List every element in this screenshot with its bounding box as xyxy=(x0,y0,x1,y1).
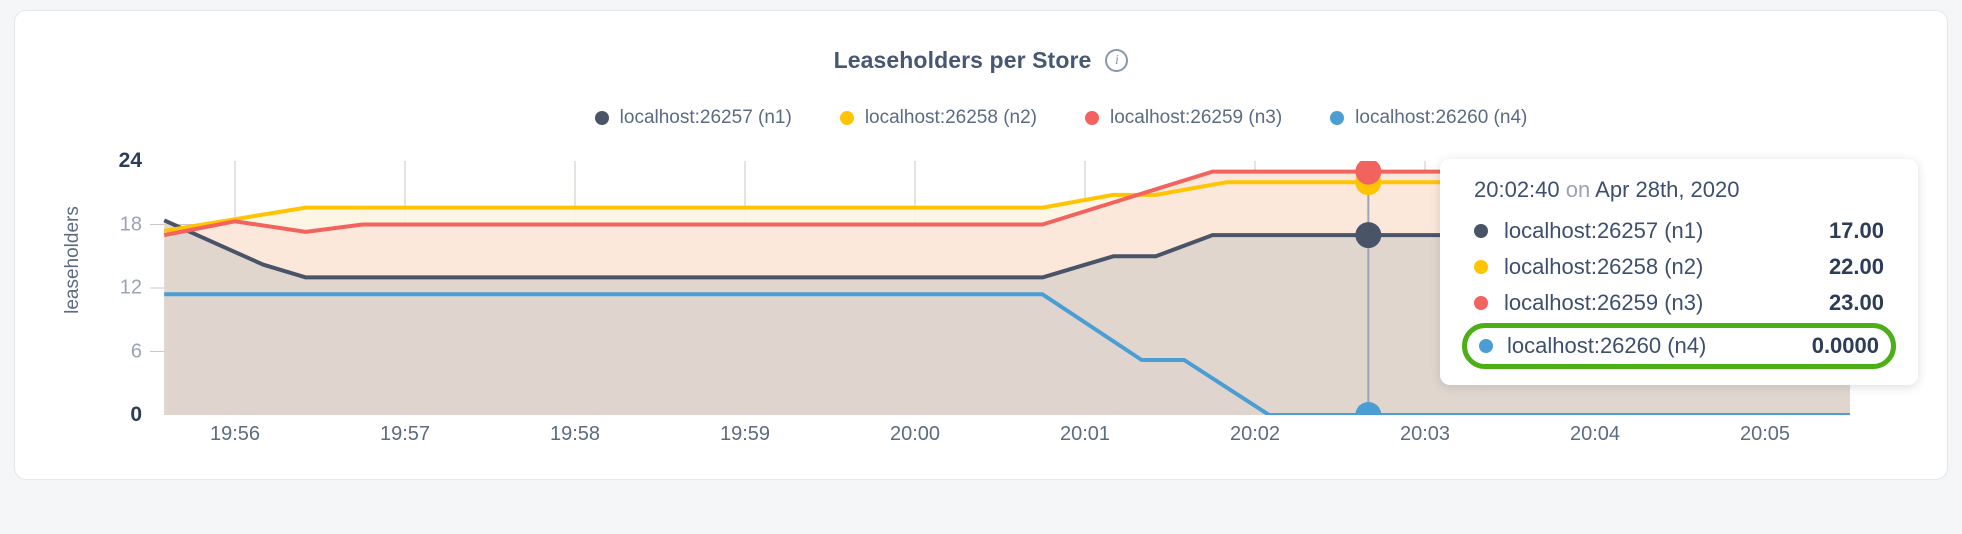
hover-marker xyxy=(1355,402,1382,415)
y-tick-label-18: 18 xyxy=(119,213,142,235)
x-tick-label-2000: 20:00 xyxy=(889,423,941,445)
legend-item-n1[interactable]: localhost:26257 (n1) xyxy=(594,107,792,129)
legend-item-n3[interactable]: localhost:26259 (n3) xyxy=(1085,107,1282,129)
tooltip-row-n2: localhost:26258 (n2) 22.00 xyxy=(1440,249,1918,285)
tooltip-series-value: 0.0000 xyxy=(1811,333,1879,358)
x-tick-label-2001: 20:01 xyxy=(1059,423,1111,445)
legend-label: localhost:26259 (n3) xyxy=(1110,107,1283,128)
tooltip-swatch-icon xyxy=(1474,296,1488,310)
area-fill xyxy=(164,294,1850,415)
x-tick-label-2005: 20:05 xyxy=(1739,423,1791,445)
tooltip-swatch-icon xyxy=(1474,224,1488,238)
legend-swatch-icon xyxy=(1085,111,1099,125)
y-tick-label-24: 24 xyxy=(118,149,142,172)
legend-label: localhost:26257 (n1) xyxy=(619,107,792,128)
legend-item-n2[interactable]: localhost:26258 (n2) xyxy=(839,107,1037,129)
series-line xyxy=(164,292,1850,415)
legend-label: localhost:26260 (n4) xyxy=(1355,107,1528,128)
plot-area[interactable] xyxy=(150,161,1850,415)
y-axis-label: leaseholders xyxy=(62,206,83,314)
chart-header: Leaseholders per Store i xyxy=(15,47,1947,74)
tooltip-series-label: localhost:26258 (n2) xyxy=(1504,254,1704,279)
tooltip-date: Apr 28th, 2020 xyxy=(1595,177,1740,202)
tooltip-series-value: 17.00 xyxy=(1828,218,1884,243)
tooltip-swatch-icon xyxy=(1479,339,1493,353)
tooltip-series-value: 22.00 xyxy=(1828,254,1884,279)
x-tick-label-2004: 20:04 xyxy=(1569,423,1621,445)
tooltip-series-value: 23.00 xyxy=(1828,290,1884,315)
series-line xyxy=(163,169,1850,238)
y-axis: 24 18 12 6 0 xyxy=(70,149,209,426)
info-icon[interactable]: i xyxy=(1105,49,1129,72)
legend-label: localhost:26258 (n2) xyxy=(864,107,1037,128)
tooltip-row-n3: localhost:26259 (n3) 23.00 xyxy=(1440,285,1918,321)
tooltip-series-label: localhost:26260 (n4) xyxy=(1507,333,1707,358)
legend-swatch-icon xyxy=(1330,111,1345,125)
hover-marker xyxy=(1355,222,1382,249)
y-tick-label-0: 0 xyxy=(130,403,142,426)
legend-swatch-icon xyxy=(839,111,854,125)
tooltip-series-label: localhost:26259 (n3) xyxy=(1504,290,1704,315)
x-tick-label-1956: 19:56 xyxy=(209,423,261,445)
x-tick-label-2003: 20:03 xyxy=(1399,423,1451,445)
x-tick-label-1958: 19:58 xyxy=(549,423,601,445)
page-title: Leaseholders per Store xyxy=(833,47,1092,73)
chart-legend: localhost:26257 (n1) localhost:26258 (n2)… xyxy=(15,107,1947,129)
legend-item-n4[interactable]: localhost:26260 (n4) xyxy=(1330,107,1527,129)
x-tick-label-1957: 19:57 xyxy=(379,423,431,445)
legend-swatch-icon xyxy=(594,111,609,125)
x-axis: 19:56 19:57 19:58 19:59 20:00 20:01 20:02 20:03… xyxy=(150,423,1850,453)
series-line xyxy=(163,218,1850,280)
y-tick-label-6: 6 xyxy=(130,340,142,362)
tooltip-series-label: localhost:26257 (n1) xyxy=(1504,218,1704,243)
chart-tooltip: 20:02:40 on Apr 28th, 2020 localhost:262… xyxy=(1440,159,1918,385)
x-tick-label-1959: 19:59 xyxy=(719,423,771,445)
tooltip-time: 20:02:40 xyxy=(1474,177,1560,202)
y-tick-label-12: 12 xyxy=(119,276,142,299)
hover-marker xyxy=(1355,161,1382,185)
tooltip-on-word: on xyxy=(1565,177,1591,202)
tooltip-row-n1: localhost:26257 (n1) 17.00 xyxy=(1440,213,1918,249)
x-tick-label-2002: 20:02 xyxy=(1229,423,1281,445)
tooltip-rows: localhost:26257 (n1) 17.00 localhost:26258… xyxy=(1440,213,1918,369)
chart-svg xyxy=(150,161,1850,415)
tooltip-header: 20:02:40 on Apr 28th, 2020 xyxy=(1440,177,1918,213)
chart-card: Leaseholders per Store i localhost:26257… xyxy=(14,10,1948,480)
tooltip-swatch-icon xyxy=(1474,260,1488,274)
tooltip-row-n4: localhost:26260 (n4) 0.0000 xyxy=(1462,323,1896,369)
